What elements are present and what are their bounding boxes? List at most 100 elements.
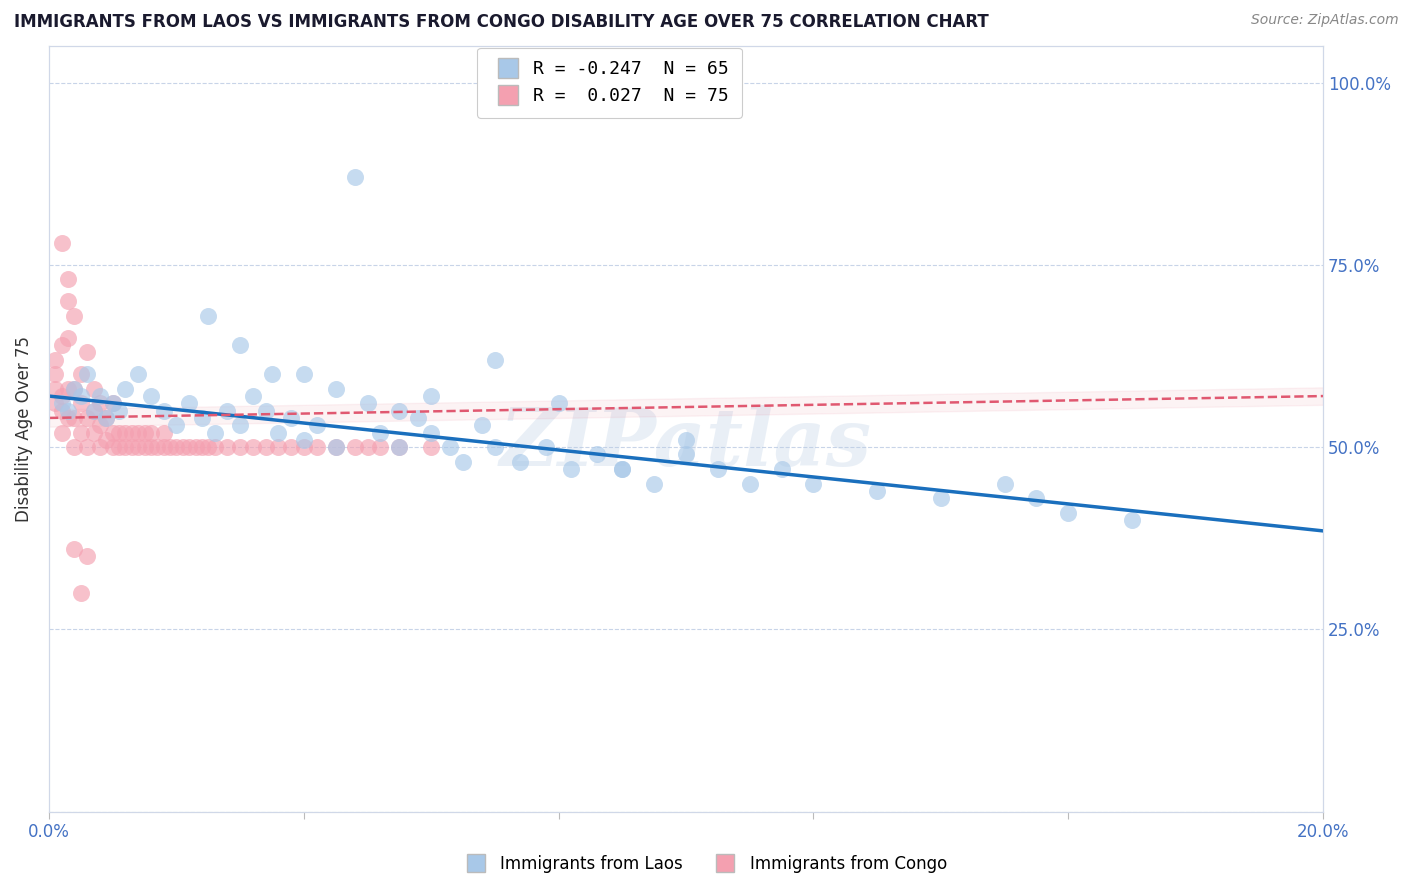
Point [803, 476, 825, 491]
Point [165, 418, 187, 433]
Point [152, 440, 174, 454]
Point [83, 382, 105, 396]
Point [547, 396, 569, 410]
Point [305, 418, 328, 433]
Point [451, 455, 474, 469]
Point [191, 411, 214, 425]
Point [325, 440, 347, 454]
Point [101, 425, 124, 440]
Point [114, 382, 136, 396]
Point [179, 396, 201, 410]
Point [560, 462, 582, 476]
Point [83, 403, 105, 417]
Point [643, 476, 665, 491]
Point [509, 455, 531, 469]
Y-axis label: Disability Age Over 75: Disability Age Over 75 [15, 336, 32, 522]
Point [242, 389, 264, 403]
Point [51, 396, 73, 410]
Point [1057, 506, 1080, 520]
Point [69, 396, 91, 410]
Point [63, 411, 86, 425]
Point [1121, 513, 1143, 527]
Point [114, 425, 136, 440]
Point [254, 403, 277, 417]
Point [1025, 491, 1047, 505]
Point [44, 396, 66, 410]
Point [83, 403, 105, 417]
Point [63, 382, 86, 396]
Point [139, 389, 162, 403]
Text: IMMIGRANTS FROM LAOS VS IMMIGRANTS FROM CONGO DISABILITY AGE OVER 75 CORRELATION: IMMIGRANTS FROM LAOS VS IMMIGRANTS FROM … [14, 13, 988, 31]
Point [260, 368, 283, 382]
Point [217, 403, 239, 417]
Point [63, 440, 86, 454]
Point [204, 425, 226, 440]
Point [89, 389, 111, 403]
Point [388, 440, 411, 454]
Point [420, 425, 443, 440]
Point [89, 440, 111, 454]
Point [292, 433, 315, 447]
Point [267, 440, 290, 454]
Point [63, 542, 86, 557]
Point [69, 586, 91, 600]
Point [229, 338, 252, 352]
Point [101, 396, 124, 410]
Point [197, 309, 219, 323]
Point [89, 418, 111, 433]
Point [114, 440, 136, 454]
Point [44, 368, 66, 382]
Point [101, 440, 124, 454]
Point [139, 440, 162, 454]
Point [89, 396, 111, 410]
Point [612, 462, 634, 476]
Point [217, 440, 239, 454]
Point [44, 352, 66, 367]
Point [388, 440, 411, 454]
Point [229, 440, 252, 454]
Point [51, 389, 73, 403]
Point [534, 440, 557, 454]
Point [204, 440, 226, 454]
Point [929, 491, 952, 505]
Point [368, 440, 391, 454]
Point [76, 345, 98, 359]
Point [152, 425, 174, 440]
Point [388, 403, 411, 417]
Point [83, 425, 105, 440]
Point [325, 440, 347, 454]
Point [76, 440, 98, 454]
Point [866, 483, 889, 498]
Point [305, 440, 328, 454]
Point [267, 425, 290, 440]
Point [770, 462, 793, 476]
Point [439, 440, 461, 454]
Point [101, 396, 124, 410]
Point [134, 425, 156, 440]
Point [76, 411, 98, 425]
Legend: R = -0.247  N = 65, R =  0.027  N = 75: R = -0.247 N = 65, R = 0.027 N = 75 [478, 47, 742, 118]
Point [51, 403, 73, 417]
Point [707, 462, 730, 476]
Text: Source: ZipAtlas.com: Source: ZipAtlas.com [1251, 13, 1399, 28]
Point [197, 440, 219, 454]
Point [484, 440, 506, 454]
Point [96, 433, 118, 447]
Point [675, 447, 697, 461]
Text: ZIPatlas: ZIPatlas [501, 406, 872, 483]
Point [56, 403, 79, 417]
Point [127, 425, 149, 440]
Point [96, 411, 118, 425]
Point [471, 418, 494, 433]
Point [184, 440, 207, 454]
Point [69, 368, 91, 382]
Point [994, 476, 1017, 491]
Point [44, 382, 66, 396]
Point [159, 440, 181, 454]
Point [172, 440, 194, 454]
Point [675, 433, 697, 447]
Point [612, 462, 634, 476]
Point [121, 440, 143, 454]
Point [356, 440, 378, 454]
Point [56, 272, 79, 286]
